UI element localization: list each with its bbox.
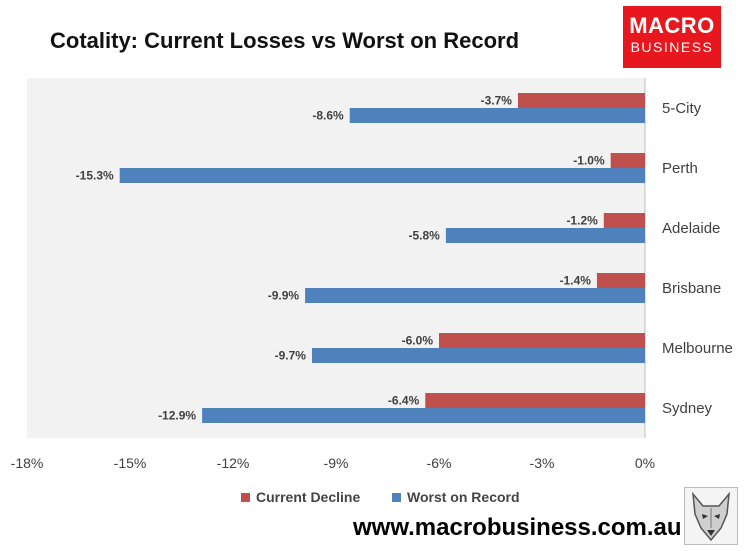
bar-worst-melbourne [311,348,645,363]
legend-label-current: Current Decline [256,489,361,505]
x-tick-label: -12% [217,455,250,471]
data-label-worst-adelaide: -5.8% [409,229,441,243]
category-label-adelaide: Adelaide [662,220,720,237]
legend-label-worst: Worst on Record [407,489,520,505]
logo-line-1: MACRO [629,13,715,38]
bar-worst-brisbane [305,288,645,303]
plot-area [27,78,645,438]
website-url: www.macrobusiness.com.au [353,514,682,541]
legend-item-current: Current Decline [241,489,360,505]
data-label-worst-perth: -15.3% [76,169,114,183]
data-label-worst-brisbane: -9.9% [268,289,300,303]
data-label-worst-melbourne: -9.7% [275,349,307,363]
wolf-logo-image [684,487,738,545]
bar-worst-5-city [349,108,645,123]
data-label-current-brisbane: -1.4% [560,274,592,288]
x-tick-label: 0% [635,455,655,471]
category-label-melbourne: Melbourne [662,340,733,357]
data-label-current-adelaide: -1.2% [566,214,598,228]
data-label-current-perth: -1.0% [573,154,605,168]
category-label-sydney: Sydney [662,400,713,417]
bar-current-melbourne [439,333,645,348]
x-tick-label: -15% [114,455,147,471]
data-label-current-sydney: -6.4% [388,394,420,408]
chart-title: Cotality: Current Losses vs Worst on Rec… [50,28,520,53]
category-label-5-city: 5-City [662,100,702,117]
legend-item-worst: Worst on Record [392,489,520,505]
bar-current-adelaide [603,213,645,228]
category-label-brisbane: Brisbane [662,280,721,297]
bar-worst-perth [119,168,645,183]
data-label-worst-5-city: -8.6% [312,109,344,123]
bar-current-perth [610,153,645,168]
x-tick-label: -18% [11,455,44,471]
data-label-current-5-city: -3.7% [481,94,513,108]
data-label-worst-sydney: -12.9% [158,409,196,423]
x-tick-label: -6% [427,455,452,471]
legend-swatch-worst [392,492,401,502]
bar-current-sydney [425,393,645,408]
bar-worst-sydney [202,408,645,423]
logo-line-2: BUSINESS [630,39,714,55]
chart-legend: Current Decline Worst on Record [0,489,744,509]
macrobusiness-logo: MACRO BUSINESS [623,6,721,68]
bar-current-5-city [517,93,645,108]
x-tick-label: -3% [530,455,555,471]
bar-current-brisbane [596,273,645,288]
bar-worst-adelaide [445,228,645,243]
category-label-perth: Perth [662,160,698,177]
x-tick-label: -9% [324,455,349,471]
data-label-current-melbourne: -6.0% [402,334,434,348]
legend-swatch-current [241,492,250,502]
